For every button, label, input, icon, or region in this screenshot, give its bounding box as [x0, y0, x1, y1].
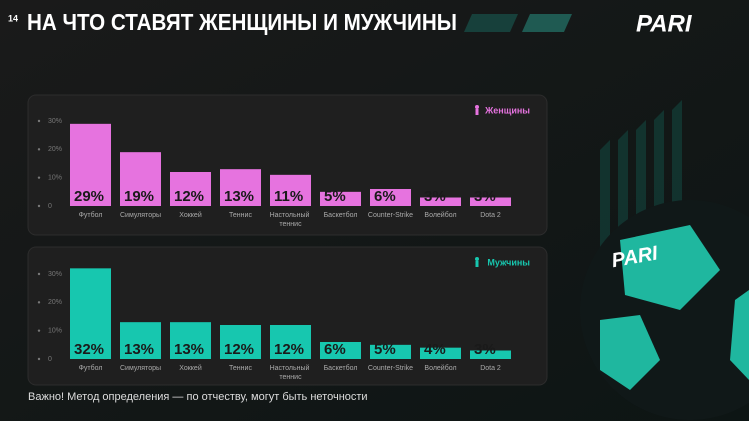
bar	[320, 342, 361, 359]
x-tick-label: Футбол	[79, 364, 103, 372]
y-tick-label: 10%	[48, 175, 62, 182]
y-tick-label: 10%	[48, 328, 62, 335]
x-tick-label: Волейбол	[424, 211, 456, 219]
legend-label: Мужчины	[487, 257, 530, 267]
value-label: 3%	[424, 188, 446, 205]
value-label: 5%	[324, 188, 346, 205]
x-tick-label: Волейбол	[424, 364, 456, 372]
y-tick-label: 20%	[48, 299, 62, 306]
bar	[470, 197, 511, 206]
value-label: 32%	[74, 341, 104, 358]
tick-mark	[37, 176, 41, 179]
x-tick-label: Dota 2	[480, 365, 501, 372]
value-label: 3%	[474, 188, 496, 205]
x-tick-label: Хоккей	[179, 211, 202, 219]
bar	[170, 172, 211, 206]
bar	[270, 174, 311, 206]
bar	[70, 123, 111, 206]
bar	[120, 152, 161, 206]
bar	[420, 347, 461, 359]
bar	[220, 169, 261, 206]
bar	[220, 325, 261, 359]
x-tick-label: Dota 2	[480, 212, 501, 219]
tick-mark	[37, 357, 41, 361]
value-label: 12%	[174, 188, 204, 205]
legend-icon	[475, 109, 479, 115]
y-tick-label: 20%	[48, 146, 62, 153]
x-tick-label: Футбол	[79, 211, 103, 219]
value-label: 19%	[124, 188, 154, 205]
tick-mark	[37, 119, 41, 123]
slide-title: НА ЧТО СТАВЯТ ЖЕНЩИНЫ И МУЖЧИНЫ	[27, 9, 457, 35]
header-stripes	[464, 14, 572, 32]
x-tick-label: Теннис	[229, 365, 252, 372]
x-tick-label: Симуляторы	[120, 212, 161, 219]
legend-icon	[475, 105, 479, 109]
bar	[120, 322, 161, 359]
bar	[370, 189, 411, 206]
x-tick-label: Баскетбол	[324, 364, 358, 372]
bar	[420, 197, 461, 206]
value-label: 11%	[274, 188, 303, 205]
y-tick-label: 0	[48, 203, 52, 210]
ball: PARI	[580, 200, 749, 420]
tick-mark	[37, 272, 41, 276]
bar	[270, 325, 311, 359]
value-label: 6%	[324, 341, 346, 358]
bar	[370, 344, 411, 359]
bar	[70, 268, 111, 359]
value-label: 13%	[124, 341, 154, 358]
x-tick-label: Хоккей	[179, 364, 202, 372]
value-label: 13%	[224, 188, 254, 205]
x-tick-label: Симуляторы	[120, 365, 161, 372]
x-tick-label: Баскетбол	[324, 211, 358, 219]
tick-mark	[37, 329, 41, 332]
value-label: 5%	[374, 341, 396, 358]
y-tick-label: 0	[48, 356, 52, 363]
tick-mark	[37, 301, 41, 304]
value-label: 12%	[274, 341, 304, 358]
x-tick-label: Теннис	[229, 212, 252, 219]
tick-mark	[37, 204, 41, 208]
footnote: Важно! Метод определения — по отчеству, …	[28, 391, 368, 403]
y-tick-label: 30%	[48, 271, 62, 278]
legend-label: Женщины	[484, 105, 530, 115]
value-label: 3%	[474, 341, 496, 358]
tick-mark	[37, 148, 41, 151]
x-tick-label: Counter-Strike	[368, 212, 413, 219]
legend-icon	[475, 261, 479, 267]
bar	[320, 191, 361, 206]
page-number: 14	[8, 13, 18, 23]
legend-icon	[475, 257, 479, 261]
value-label: 13%	[174, 341, 204, 358]
value-label: 4%	[424, 341, 446, 358]
bar	[170, 322, 211, 359]
x-tick-label: Настольный теннис	[270, 211, 312, 228]
y-tick-label: 30%	[48, 118, 62, 125]
brand-logo: PARI	[636, 10, 693, 37]
value-label: 29%	[74, 188, 104, 205]
bar	[470, 350, 511, 359]
x-tick-label: Настольный теннис	[270, 364, 312, 381]
value-label: 6%	[374, 188, 396, 205]
x-tick-label: Counter-Strike	[368, 365, 413, 372]
value-label: 12%	[224, 341, 254, 358]
